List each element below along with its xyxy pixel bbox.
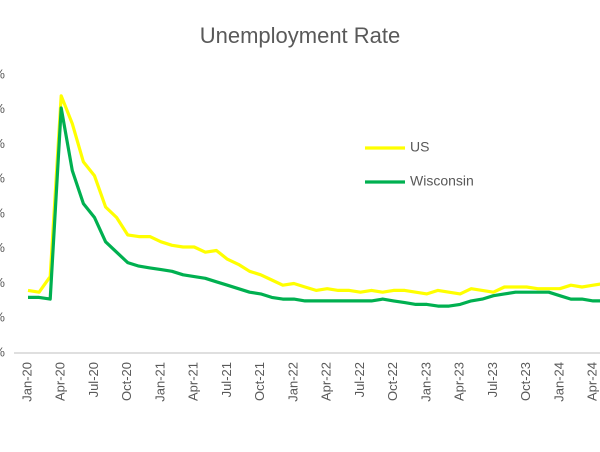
chart-title: Unemployment Rate [200,23,401,48]
x-tick-label: Apr-24 [585,362,600,401]
y-tick-label: 12% [0,136,5,151]
y-tick-label: 8% [0,205,5,220]
y-tick-label: 0% [0,344,5,359]
y-tick-label: 6% [0,240,5,255]
x-tick-label: Jul-22 [352,362,367,397]
line-series [27,94,600,296]
line-series [28,106,600,308]
x-tick-label: Apr-23 [452,362,467,401]
y-tick-label: 4% [0,275,5,290]
x-tick-label: Apr-20 [53,362,68,401]
legend-label: Wisconsin [410,173,474,189]
x-tick-label: Jul-21 [219,362,234,397]
x-tick-label: Apr-21 [186,362,201,401]
y-tick-label: 10% [0,171,5,186]
x-tick-label: Jan-22 [285,362,300,402]
x-tick-label: Jan-20 [19,362,34,402]
x-tick-label: Jul-23 [485,362,500,397]
x-tick-label: Jan-24 [551,362,566,402]
x-tick-label: Jan-21 [152,362,167,402]
y-tick-label: 16% [0,66,5,81]
x-tick-label: Oct-21 [252,362,267,401]
x-tick-label: Oct-20 [119,362,134,401]
y-tick-label: 2% [0,310,5,325]
x-tick-label: Apr-22 [319,362,334,401]
legend-label: US [410,139,429,155]
x-tick-label: Jan-23 [418,362,433,402]
x-tick-label: Oct-23 [518,362,533,401]
y-tick-label: 14% [0,101,5,116]
x-tick-label: Jul-20 [86,362,101,397]
x-tick-label: Oct-22 [385,362,400,401]
